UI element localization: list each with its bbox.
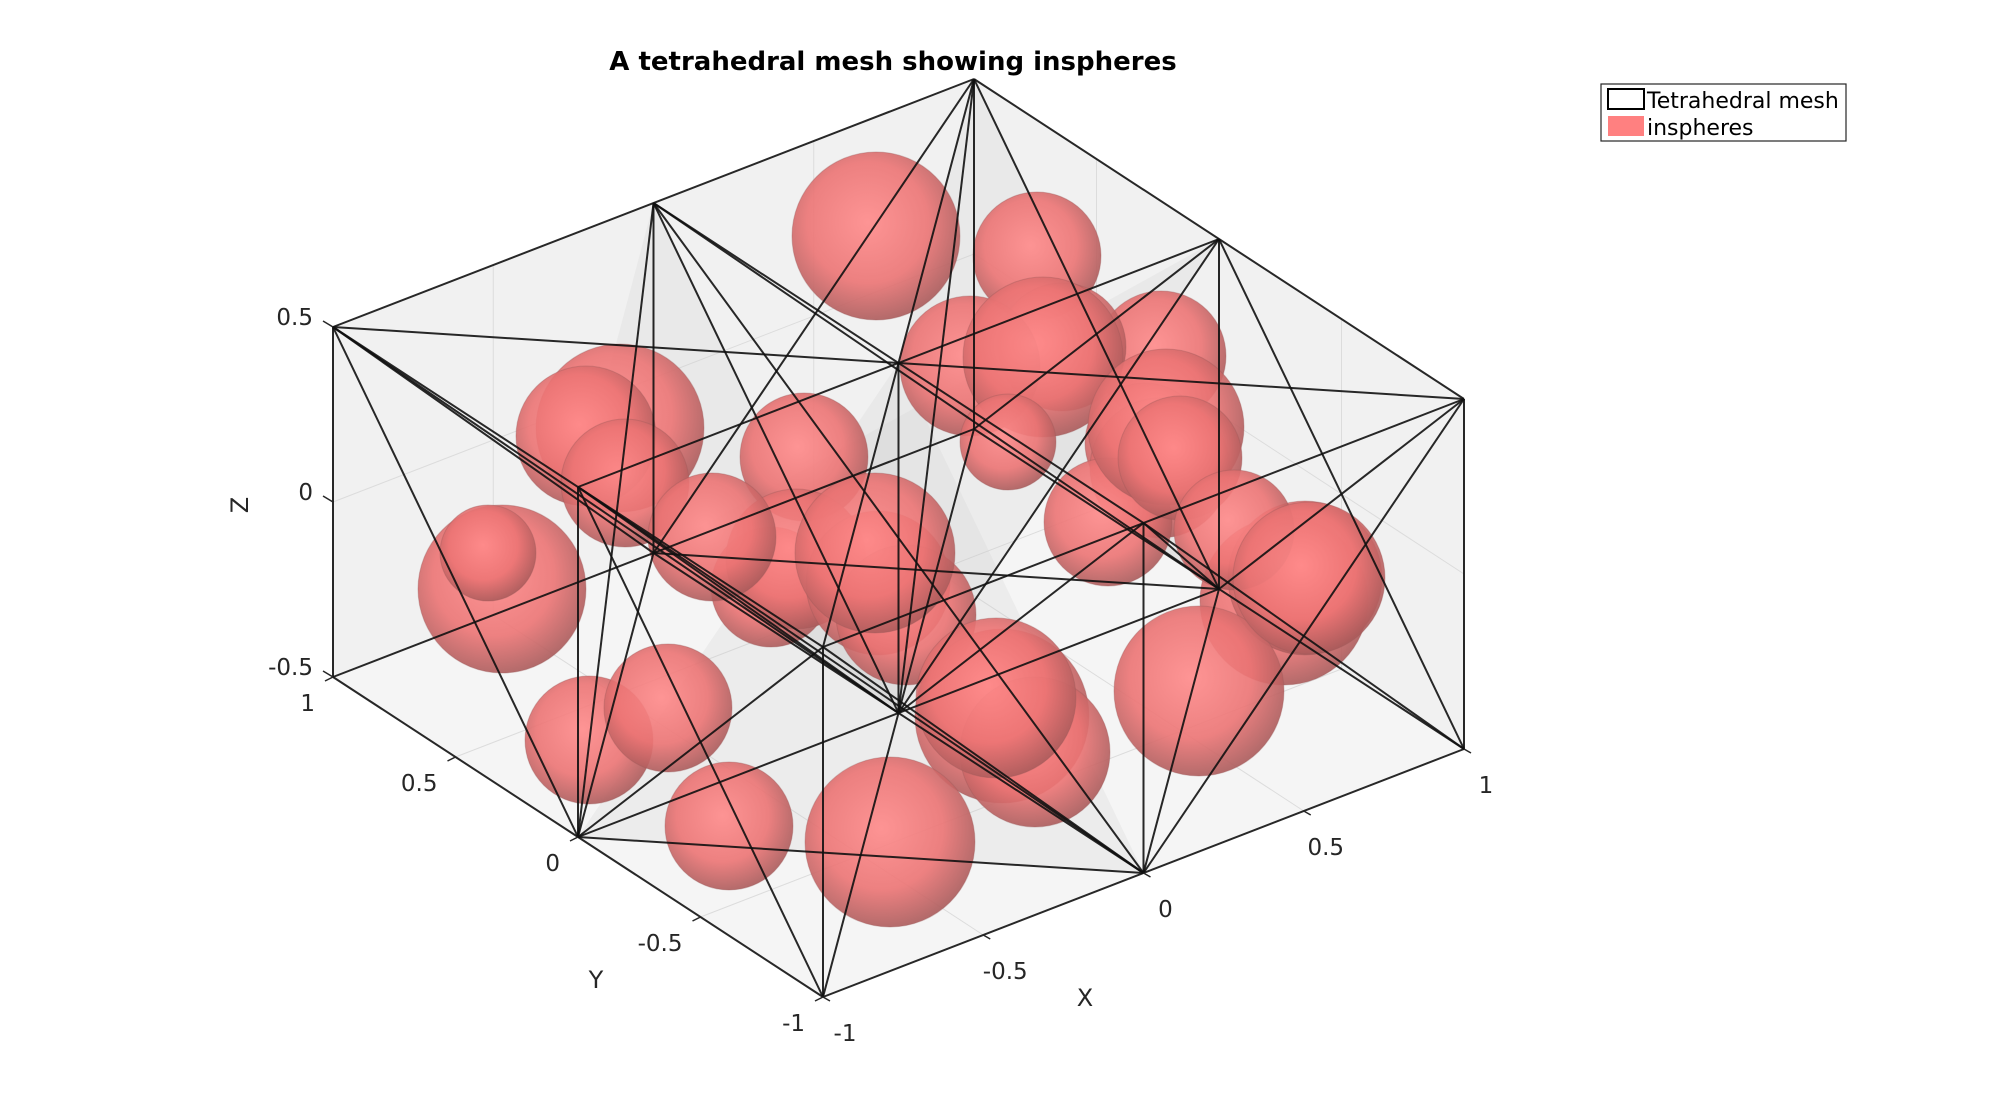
y-tick-label: 0.5 [401, 771, 438, 797]
legend: Tetrahedral mesh inspheres [1600, 83, 1847, 142]
insphere [804, 756, 976, 928]
y-tick-label: 0 [545, 851, 560, 877]
mesh-edge [577, 202, 655, 838]
z-tick-mark [322, 495, 334, 503]
mesh-edge [577, 486, 1145, 874]
y-tick-label: -0.5 [638, 931, 683, 957]
x-tick-label: 1 [1479, 773, 1494, 799]
x-tick-label: -1 [834, 1021, 857, 1047]
insphere [794, 472, 956, 634]
legend-mesh-swatch [1607, 88, 1645, 110]
y-tick-mark [324, 676, 334, 682]
x-tick-label: 0.5 [1307, 835, 1344, 861]
insphere [1113, 605, 1285, 777]
mesh-edge [332, 326, 579, 838]
z-axis-label: Z [226, 497, 254, 513]
mesh-edge [897, 522, 1145, 714]
y-tick-mark [692, 916, 701, 922]
z-tick-label: -0.5 [268, 655, 313, 681]
inspheres [417, 151, 1386, 928]
mesh-edge [897, 78, 975, 714]
y-tick-label: -1 [782, 1011, 805, 1037]
insphere [1232, 501, 1386, 655]
x-tick-mark [1463, 748, 1472, 754]
x-tick-mark [822, 996, 831, 1002]
mesh-edge [577, 552, 655, 838]
x-tick-mark [1143, 872, 1151, 878]
mesh-edge [1142, 398, 1465, 874]
mesh-edge [332, 326, 899, 364]
x-tick-label: -0.5 [983, 959, 1028, 985]
legend-insphere-label: inspheres [1647, 116, 1754, 141]
mesh-edge [1142, 522, 1220, 590]
axis-ticks: -1 -0.5 0 0.5 1 -1 -0.5 0 0.5 1 -0.5 0 0.5 [268, 305, 1493, 1047]
y-axis-label: Y [588, 966, 604, 994]
x-tick-mark [1303, 810, 1312, 816]
y-tick-mark [447, 756, 456, 762]
x-tick-mark [982, 934, 991, 940]
insphere [791, 151, 961, 321]
mesh-edge [897, 238, 1220, 714]
insphere [915, 617, 1077, 779]
mesh-edge [897, 428, 975, 714]
insphere [664, 761, 794, 891]
mesh-edge [1218, 398, 1465, 590]
x-axis-label: X [1077, 984, 1093, 1012]
mesh-edge [1142, 588, 1220, 874]
mesh-edge [897, 78, 975, 364]
mesh-edge [898, 362, 1465, 400]
mesh-edge [822, 712, 900, 998]
y-tick-mark [814, 996, 824, 1002]
legend-mesh-label: Tetrahedral mesh [1646, 89, 1839, 114]
mesh-edge [652, 202, 1145, 874]
insphere [439, 504, 537, 602]
y-tick-label: 1 [300, 691, 315, 717]
mesh-edge [652, 202, 900, 714]
tetrahedral-mesh-edges [332, 78, 1465, 998]
z-tick-label: 0.5 [276, 305, 313, 331]
mesh-edge [332, 326, 655, 554]
legend-insphere-swatch [1608, 116, 1644, 136]
mesh-edge [822, 646, 1145, 874]
mesh-edge [652, 78, 975, 554]
mesh-edge [822, 362, 900, 648]
z-tick-label: 0 [298, 480, 313, 506]
x-tick-label: 0 [1158, 897, 1173, 923]
z-tick-mark [322, 320, 334, 328]
z-tick-mark [322, 670, 334, 678]
mesh-edge [577, 646, 824, 838]
chart-title: A tetrahedral mesh showing inspheres [609, 47, 1176, 77]
mesh-edge [973, 238, 1220, 430]
y-tick-mark [569, 836, 579, 842]
